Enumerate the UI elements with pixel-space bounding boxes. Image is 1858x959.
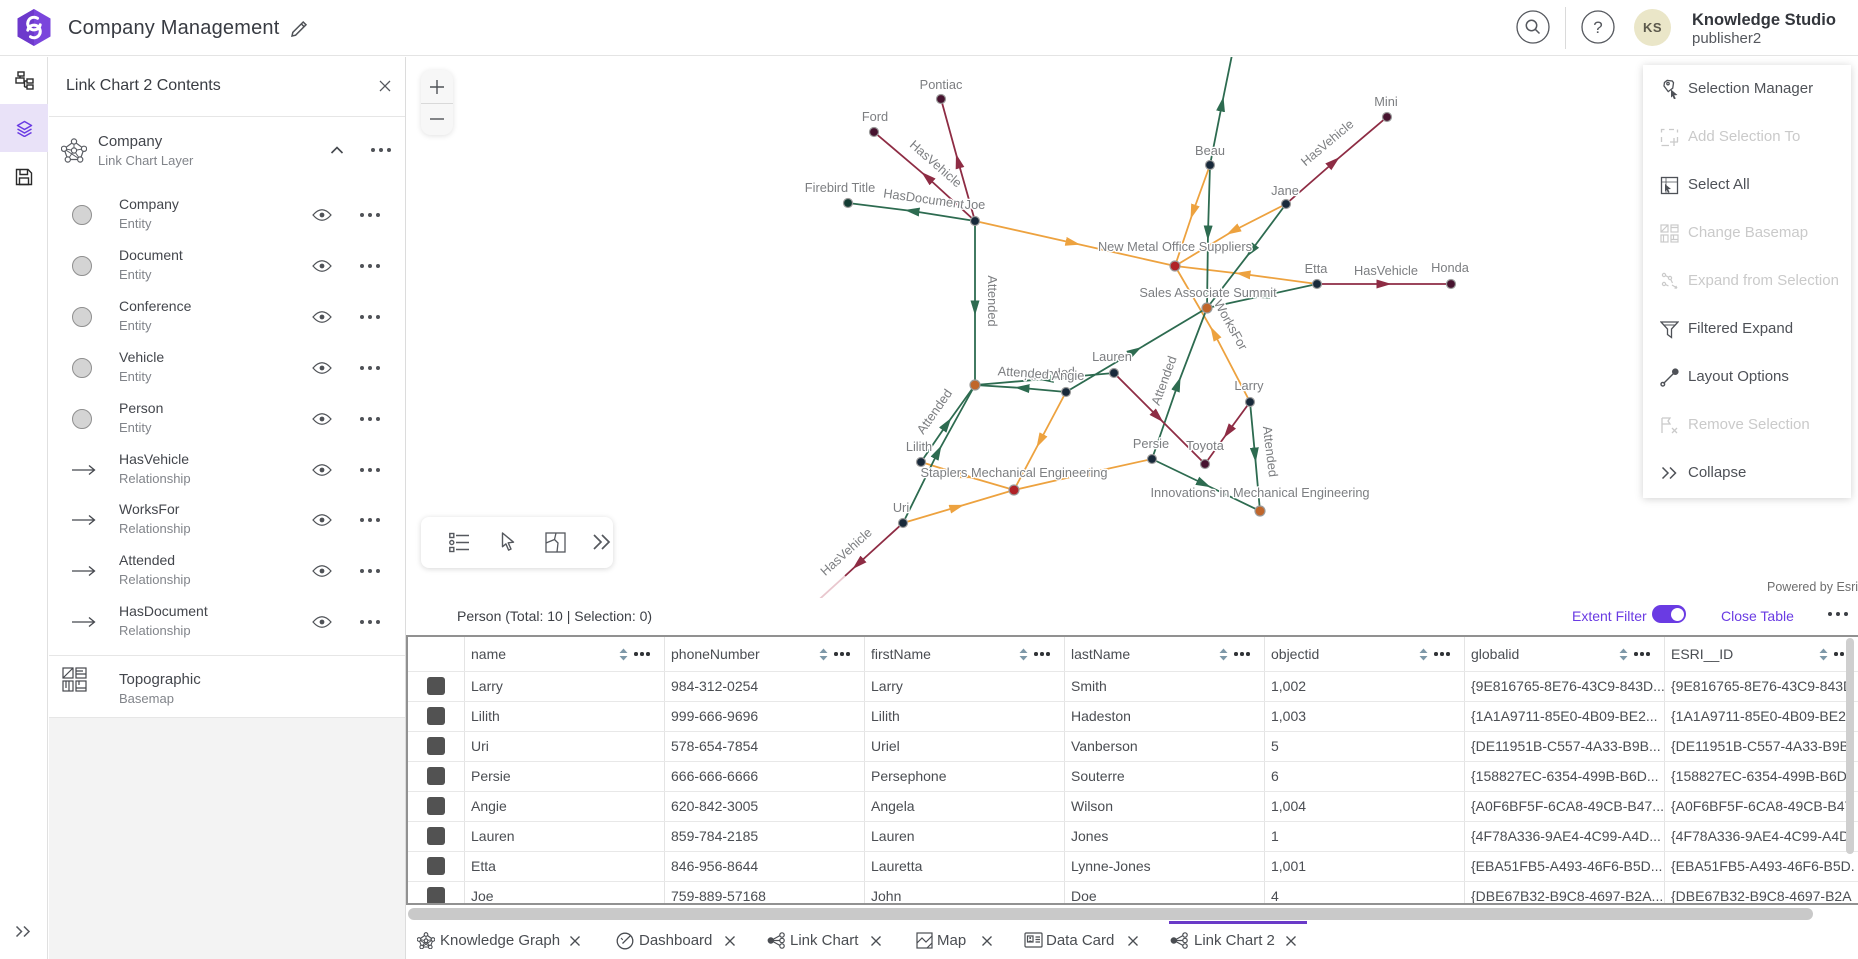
svg-text:Lauren: Lauren <box>1092 349 1132 364</box>
svg-text:WorksFor: WorksFor <box>1211 297 1251 353</box>
svg-text:Persie: Persie <box>1133 436 1169 451</box>
svg-text:Etta: Etta <box>1305 261 1329 276</box>
svg-text:Honda: Honda <box>1431 260 1470 275</box>
svg-text:HasVehicle: HasVehicle <box>1354 263 1418 278</box>
svg-text:HasVehicle: HasVehicle <box>1298 116 1357 169</box>
svg-text:HasVehicle: HasVehicle <box>817 525 875 579</box>
svg-text:Innovations in Mechanical Engi: Innovations in Mechanical Engineering <box>1150 485 1369 500</box>
svg-text:Ford: Ford <box>862 109 888 124</box>
svg-text:Angie: Angie <box>1052 368 1085 383</box>
svg-text:Attended: Attended <box>1260 425 1281 478</box>
svg-text:Uri: Uri <box>893 500 909 515</box>
svg-text:Beau: Beau <box>1195 143 1225 158</box>
svg-text:HasVehicle: HasVehicle <box>907 137 965 190</box>
svg-text:Jane: Jane <box>1271 183 1299 198</box>
svg-text:Firebird Title: Firebird Title <box>805 180 875 195</box>
svg-text:Attended: Attended <box>985 275 1000 326</box>
svg-text:Attended: Attended <box>1148 354 1180 407</box>
svg-text:Lilith: Lilith <box>906 439 932 454</box>
svg-text:Staplers Mechanical Engineerin: Staplers Mechanical Engineering <box>920 465 1107 480</box>
svg-text:Attended: Attended <box>913 386 955 437</box>
svg-text:Attended: Attended <box>997 363 1049 382</box>
svg-text:Mini: Mini <box>1374 94 1397 109</box>
svg-text:Toyota: Toyota <box>1186 438 1225 453</box>
svg-text:New Metal Office Suppliers: New Metal Office Suppliers <box>1098 239 1252 254</box>
svg-text:HasDocument: HasDocument <box>882 185 965 211</box>
svg-text:Attended: Attended <box>1023 364 1075 383</box>
svg-text:Joe: Joe <box>965 197 986 212</box>
svg-text:Sales Associate Summit: Sales Associate Summit <box>1139 285 1277 300</box>
svg-text:?: ? <box>1593 18 1602 37</box>
svg-text:Larry: Larry <box>1234 378 1264 393</box>
svg-text:Pontiac: Pontiac <box>920 77 963 92</box>
